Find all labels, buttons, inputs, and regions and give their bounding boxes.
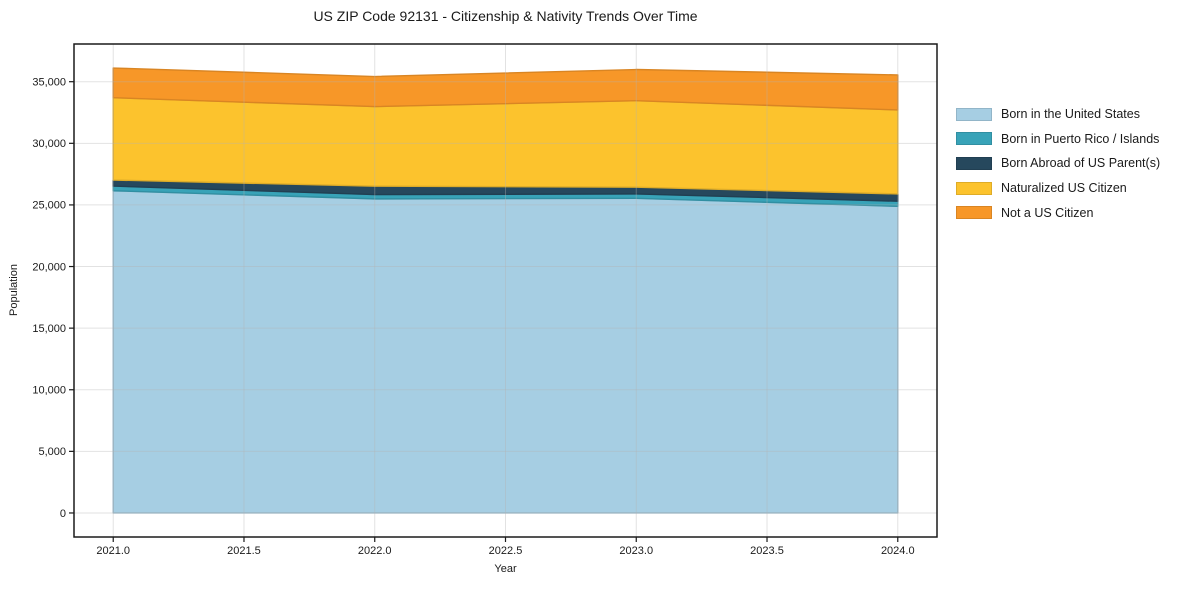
gridlines: [74, 44, 937, 537]
legend: Born in the United States Born in Puerto …: [956, 102, 1160, 225]
legend-label: Naturalized US Citizen: [1001, 181, 1127, 196]
x-axis-label: Year: [494, 563, 517, 575]
legend-item-born-abroad-of-us-parent-s: Born Abroad of US Parent(s): [956, 151, 1160, 176]
legend-label: Born in the United States: [1001, 107, 1140, 122]
legend-label: Born Abroad of US Parent(s): [1001, 156, 1161, 171]
x-tick-label: 2022.5: [489, 545, 523, 557]
legend-swatch-not-a-us-citizen: [956, 206, 992, 220]
y-tick-label: 5,000: [38, 446, 66, 458]
y-tick-label: 25,000: [32, 200, 66, 212]
legend-swatch-born-abroad-of-us-parent-s: [956, 156, 992, 170]
x-tick-label: 2024.0: [881, 545, 915, 557]
x-tick-label: 2021.0: [96, 545, 130, 557]
legend-item-born-in-the-united-states: Born in the United States: [956, 102, 1160, 127]
area-not-a-us-citizen: [112, 67, 899, 111]
legend-swatch-born-in-the-united-states: [956, 107, 992, 121]
x-tick-label: 2022.0: [358, 545, 392, 557]
x-tick-label: 2023.5: [750, 545, 784, 557]
legend-label: Not a US Citizen: [1001, 205, 1094, 220]
y-tick-label: 30,000: [32, 138, 66, 150]
legend-label: Born in Puerto Rico / Islands: [1001, 131, 1160, 146]
x-tick-label: 2021.5: [227, 545, 261, 557]
x-tick-label: 2023.0: [619, 545, 653, 557]
legend-swatch-born-in-puerto-rico-islands: [956, 132, 992, 146]
y-tick-label: 20,000: [32, 261, 66, 273]
y-tick-label: 15,000: [32, 323, 66, 335]
legend-swatch-naturalized-us-citizen: [956, 181, 992, 195]
chart-title: US ZIP Code 92131 - Citizenship & Nativi…: [313, 8, 698, 24]
legend-item-naturalized-us-citizen: Naturalized US Citizen: [956, 176, 1160, 201]
legend-item-not-a-us-citizen: Not a US Citizen: [956, 200, 1160, 225]
y-tick-label: 35,000: [32, 77, 66, 89]
y-tick-label: 10,000: [32, 385, 66, 397]
y-tick-label: 0: [60, 508, 66, 520]
legend-item-born-in-puerto-rico-islands: Born in Puerto Rico / Islands: [956, 127, 1160, 152]
